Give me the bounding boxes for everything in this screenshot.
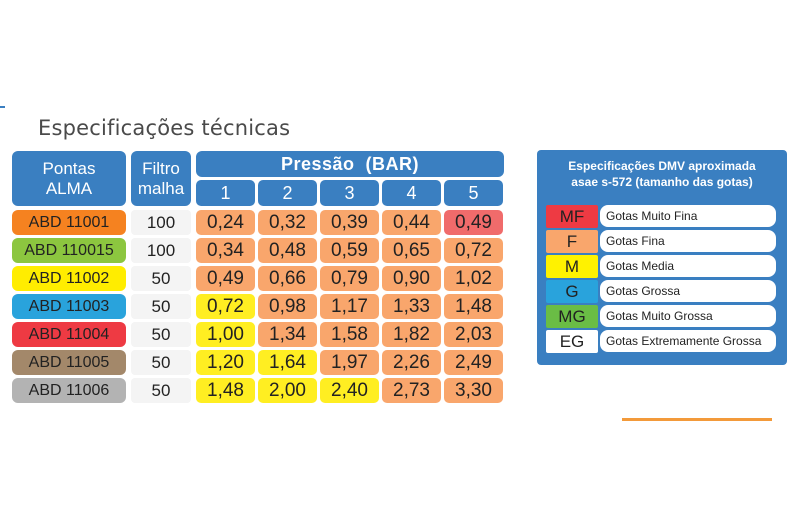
flow-cell: 0,48 [258,238,317,263]
legend-code: MF [546,205,598,228]
filtro-value: 100 [131,210,191,235]
flow-cell: 1,17 [320,294,379,319]
flow-cell: 0,34 [196,238,255,263]
filtro-value: 50 [131,322,191,347]
nozzle-name: ABD 11005 [12,350,126,375]
legend-code: F [546,230,598,253]
legend-code: MG [546,305,598,328]
flow-cell: 1,64 [258,350,317,375]
flow-cell: 1,48 [196,378,255,403]
legend-label: Gotas Muito Fina [600,205,776,227]
page-title: Especificações técnicas [38,116,291,140]
filtro-value: 50 [131,294,191,319]
flow-cell: 2,03 [444,322,503,347]
flow-cell: 1,34 [258,322,317,347]
flow-cell: 0,98 [258,294,317,319]
filtro-value: 50 [131,350,191,375]
header-pontas-label: Pontas ALMA [42,158,96,198]
flow-cell: 2,73 [382,378,441,403]
flow-cell: 1,48 [444,294,503,319]
edge-decoration [0,106,5,108]
header-pressao: Pressão (BAR) [196,151,504,177]
flow-cell: 0,72 [196,294,255,319]
flow-cell: 0,24 [196,210,255,235]
flow-cell: 2,49 [444,350,503,375]
flow-cell: 1,58 [320,322,379,347]
legend-code: EG [546,330,598,353]
flow-cell: 2,40 [320,378,379,403]
flow-cell: 0,79 [320,266,379,291]
legend-title: Especificações DMV aproximada asae s-572… [568,159,756,189]
flow-cell: 3,30 [444,378,503,403]
flow-cell: 0,66 [258,266,317,291]
filtro-value: 50 [131,378,191,403]
legend-label: Gotas Muito Grossa [600,305,776,327]
filtro-value: 50 [131,266,191,291]
flow-cell: 0,49 [444,210,503,235]
flow-cell: 1,02 [444,266,503,291]
flow-cell: 1,00 [196,322,255,347]
flow-cell: 0,39 [320,210,379,235]
legend-label: Gotas Grossa [600,280,776,302]
pressure-col-5: 5 [444,180,503,206]
legend-label: Gotas Media [600,255,776,277]
dmv-legend-panel: Especificações DMV aproximada asae s-572… [537,150,787,365]
flow-cell: 1,82 [382,322,441,347]
pressure-col-2: 2 [258,180,317,206]
flow-cell: 0,49 [196,266,255,291]
accent-line [622,418,772,421]
nozzle-name: ABD 11001 [12,210,126,235]
flow-cell: 0,32 [258,210,317,235]
header-pontas: Pontas ALMA [12,151,126,206]
nozzle-name: ABD 110015 [12,238,126,263]
flow-cell: 0,44 [382,210,441,235]
pressure-col-3: 3 [320,180,379,206]
flow-cell: 2,26 [382,350,441,375]
flow-cell: 0,65 [382,238,441,263]
flow-cell: 1,20 [196,350,255,375]
header-filtro: Filtro malha [131,151,191,206]
nozzle-name: ABD 11004 [12,322,126,347]
flow-cell: 1,33 [382,294,441,319]
flow-cell: 2,00 [258,378,317,403]
flow-cell: 0,90 [382,266,441,291]
legend-code: M [546,255,598,278]
pressure-col-1: 1 [196,180,255,206]
header-filtro-label: Filtro malha [137,158,185,198]
flow-cell: 0,59 [320,238,379,263]
legend-code: G [546,280,598,303]
legend-label: Gotas Extremamente Grossa [600,330,776,352]
nozzle-name: ABD 11003 [12,294,126,319]
nozzle-name: ABD 11006 [12,378,126,403]
pressure-col-4: 4 [382,180,441,206]
flow-cell: 0,72 [444,238,503,263]
legend-label: Gotas Fina [600,230,776,252]
filtro-value: 100 [131,238,191,263]
header-pressao-label: Pressão (BAR) [280,153,420,174]
nozzle-name: ABD 11002 [12,266,126,291]
flow-cell: 1,97 [320,350,379,375]
